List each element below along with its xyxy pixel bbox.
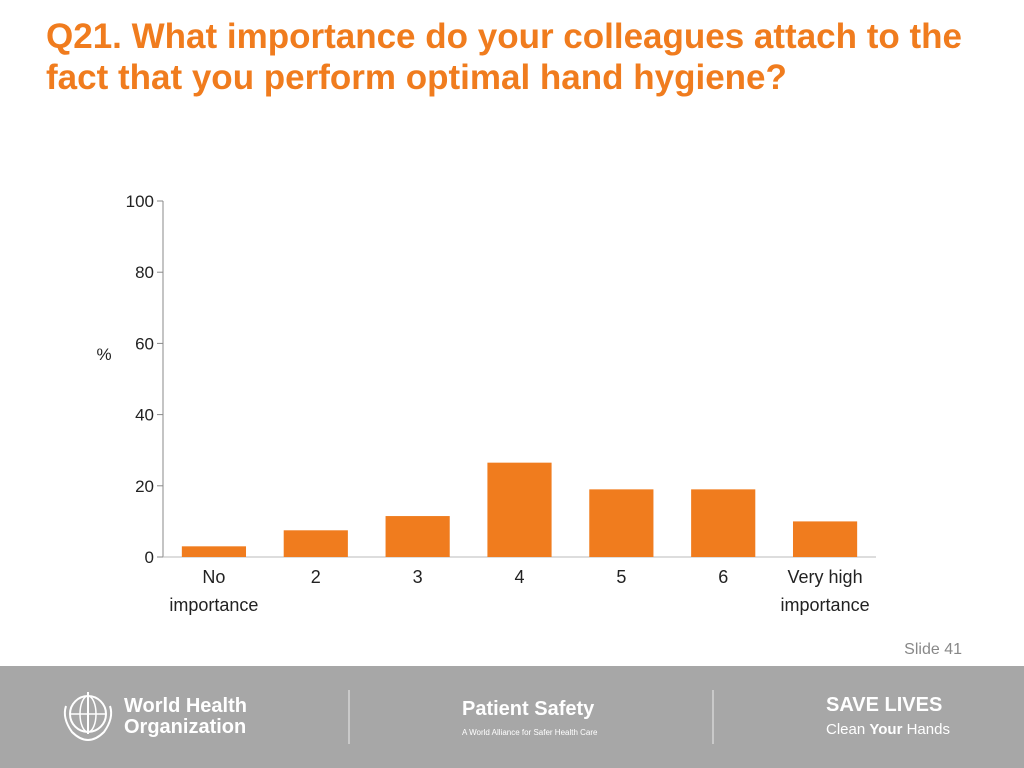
footer-bar: World Health Organization Patient Safety… xyxy=(0,666,1024,768)
who-emblem-icon xyxy=(58,688,118,749)
bar xyxy=(487,462,552,557)
slide-number: Slide 41 xyxy=(904,641,962,658)
y-tick-label: 80 xyxy=(135,263,154,282)
patient-safety-title: Patient Safety xyxy=(462,698,595,720)
save-lives-title: SAVE LIVES xyxy=(826,694,943,716)
x-tick-label: 5 xyxy=(616,567,626,587)
x-tick-label: importance xyxy=(781,595,870,615)
bar xyxy=(385,516,450,557)
y-tick-label: 20 xyxy=(135,477,154,496)
save-sub-part-2: Your xyxy=(869,721,903,738)
who-line-2: Organization xyxy=(124,716,247,738)
y-tick-label: 60 xyxy=(135,334,154,353)
slide-title: Q21. What importance do your colleagues … xyxy=(46,17,962,97)
footer-divider xyxy=(712,690,714,744)
who-line-1: World Health xyxy=(124,695,247,717)
chart-bars xyxy=(181,462,858,557)
x-tick-label: 6 xyxy=(718,567,728,587)
y-tick-label: 40 xyxy=(135,406,154,425)
bar xyxy=(283,530,348,557)
x-tick-label: Very high xyxy=(788,567,863,587)
x-tick-label: No xyxy=(202,567,225,587)
save-sub-part-3: Hands xyxy=(902,721,950,738)
x-tick-label: importance xyxy=(169,595,258,615)
patient-safety-subtitle: A World Alliance for Safer Health Care xyxy=(462,728,598,737)
y-tick-label: 100 xyxy=(126,192,154,211)
x-tick-label: 3 xyxy=(413,567,423,587)
who-wordmark: World Health Organization xyxy=(124,696,247,738)
save-sub-part-1: Clean xyxy=(826,721,870,738)
bar xyxy=(792,521,858,557)
bar xyxy=(181,546,247,557)
footer-divider xyxy=(348,690,350,744)
bar-chart: 0 20 40 60 80 100% No importance 2 3 4 5 6 Very high i… xyxy=(96,192,876,615)
x-tick-label: 4 xyxy=(514,567,524,587)
y-tick-label: 0 xyxy=(145,548,154,567)
bar xyxy=(691,489,756,557)
y-axis-label: % xyxy=(96,345,111,364)
bar xyxy=(589,489,654,557)
save-lives-subtitle: Clean Your Hands xyxy=(826,721,950,738)
x-tick-label: 2 xyxy=(311,567,321,587)
chart-tick-labels: 0 20 40 60 80 100% No importance 2 3 4 5 6 Very high i… xyxy=(96,192,869,615)
